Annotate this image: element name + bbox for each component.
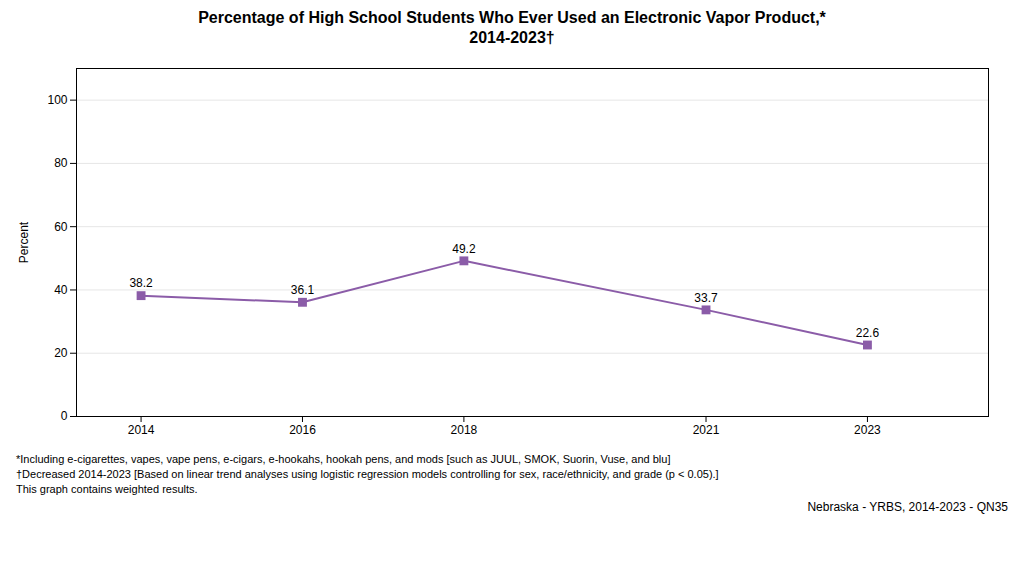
- svg-text:22.6: 22.6: [856, 326, 880, 340]
- html-text:This graph contains weighted r: This graph contains weighted results.: [16, 483, 198, 495]
- svg-text:20: 20: [54, 346, 68, 360]
- svg-text:2023: 2023: [854, 423, 881, 437]
- svg-text:2016: 2016: [289, 423, 316, 437]
- svg-text:2018: 2018: [451, 423, 478, 437]
- svg-text:40: 40: [54, 283, 68, 297]
- html-text:Nebraska - YRBS, 2014-2023 - Q: Nebraska - YRBS, 2014-2023 - QN35: [807, 500, 1008, 514]
- svg-text:60: 60: [54, 220, 68, 234]
- svg-text:49.2: 49.2: [452, 242, 476, 256]
- svg-text:36.1: 36.1: [291, 283, 315, 297]
- svg-text:38.2: 38.2: [129, 276, 153, 290]
- html-text:*Including e-cigarettes, vapes: *Including e-cigarettes, vapes, vape pen…: [16, 453, 671, 465]
- html-text:2014-2023†: 2014-2023†: [469, 29, 555, 46]
- html-text:Percentage of High School Stud: Percentage of High School Students Who E…: [198, 9, 826, 26]
- svg-text:2014: 2014: [128, 423, 155, 437]
- svg-text:100: 100: [47, 93, 67, 107]
- svg-text:80: 80: [54, 156, 68, 170]
- svg-text:0: 0: [61, 409, 68, 423]
- svg-text:2021: 2021: [693, 423, 720, 437]
- html-text:†Decreased 2014-2023 [Based on: †Decreased 2014-2023 [Based on linear tr…: [16, 468, 719, 480]
- svg-text:Percent: Percent: [17, 221, 31, 263]
- svg-text:33.7: 33.7: [694, 291, 718, 305]
